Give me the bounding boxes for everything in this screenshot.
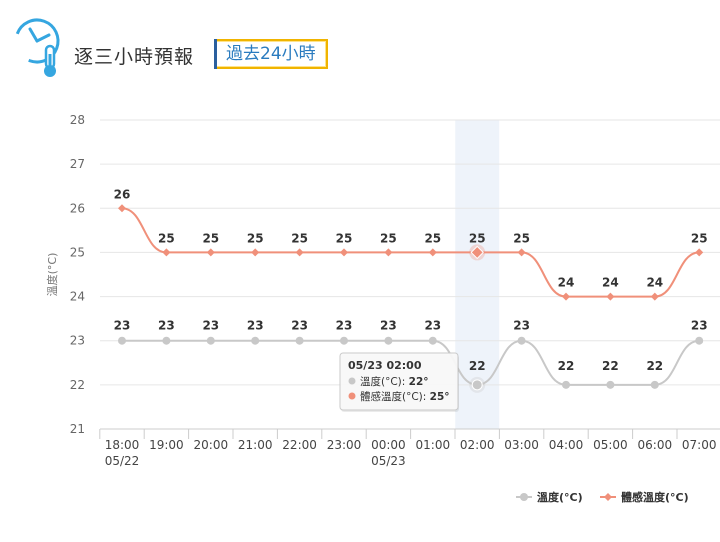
data-point (251, 248, 260, 257)
data-point (470, 245, 484, 260)
data-label: 24 (646, 276, 663, 290)
data-point (517, 336, 526, 345)
data-point (340, 248, 348, 257)
y-tick-label: 23 (70, 334, 85, 348)
legend-marker (520, 493, 528, 501)
x-tick-label: 04:00 (549, 438, 584, 452)
y-tick-label: 26 (70, 201, 85, 215)
data-point (517, 248, 526, 257)
data-label: 25 (513, 231, 530, 245)
x-tick-label: 03:00 (504, 438, 539, 452)
data-point (695, 336, 704, 345)
header: 逐三小時預報 過去24小時 (0, 0, 720, 100)
data-point (606, 292, 615, 301)
data-point (206, 248, 215, 257)
tooltip-row: 體感溫度(°C): 25° (360, 390, 450, 403)
data-label: 25 (158, 231, 175, 245)
data-label: 25 (380, 231, 397, 245)
x-tick-label: 23:00 (327, 438, 362, 452)
data-label: 23 (336, 319, 353, 333)
x-tick-label: 05:00 (593, 438, 628, 452)
data-label: 25 (469, 231, 486, 245)
data-point (650, 380, 659, 389)
x-tick-label: 01:00 (416, 438, 451, 452)
x-tick-label: 06:00 (638, 438, 673, 452)
data-label: 25 (247, 231, 264, 245)
data-point (384, 336, 393, 345)
page-title: 逐三小時預報 (74, 46, 195, 68)
tooltip-marker (348, 392, 356, 400)
data-point (118, 336, 126, 345)
data-label: 24 (558, 276, 575, 290)
data-label: 22 (602, 359, 619, 373)
data-point (650, 292, 659, 301)
data-label: 23 (291, 319, 308, 333)
data-point (295, 336, 304, 345)
data-label: 26 (114, 187, 131, 201)
tooltip-title: 05/23 02:00 (348, 359, 422, 372)
y-tick-label: 28 (70, 113, 85, 127)
data-label: 23 (691, 319, 708, 333)
data-point (606, 380, 615, 389)
data-label: 25 (202, 231, 219, 245)
tooltip-row: 溫度(°C): 22° (360, 375, 429, 388)
data-point (162, 336, 171, 345)
y-tick-label: 27 (70, 157, 85, 171)
data-label: 23 (158, 319, 175, 333)
data-label: 25 (424, 231, 441, 245)
data-label: 23 (247, 319, 264, 333)
x-tick-sublabel: 05/23 (371, 454, 406, 468)
y-tick-label: 25 (70, 245, 85, 259)
y-axis-title: 溫度(°C) (45, 253, 59, 297)
data-point (562, 380, 570, 389)
y-tick-label: 21 (70, 422, 85, 436)
x-tick-label: 20:00 (194, 438, 229, 452)
tooltip-box (339, 352, 459, 411)
data-label: 24 (602, 276, 619, 290)
clock-thermometer-icon (14, 18, 60, 77)
data-label: 23 (424, 319, 441, 333)
data-label: 22 (558, 359, 575, 373)
data-label: 25 (336, 231, 353, 245)
x-tick-label: 18:00 (105, 438, 140, 452)
data-label: 25 (691, 231, 708, 245)
plot-area: 21 22 23 24 25 26 27 28 18:00 05/22 19:00 20:00 21:0… (45, 113, 720, 504)
data-point (562, 292, 570, 301)
y-tick-label: 24 (70, 290, 85, 304)
data-point (428, 248, 437, 257)
y-tick-label: 22 (70, 378, 85, 392)
data-label: 23 (513, 319, 530, 333)
data-label: 25 (291, 231, 308, 245)
data-label: 22 (469, 359, 486, 373)
data-point (428, 336, 437, 345)
x-tick-label: 19:00 (149, 438, 184, 452)
x-tick-label: 22:00 (282, 438, 317, 452)
legend-item[interactable]: 溫度(°C) (537, 490, 583, 504)
x-tick-sublabel: 05/22 (105, 454, 140, 468)
data-point (340, 336, 348, 345)
x-tick-label: 00:00 (371, 438, 406, 452)
data-point (206, 336, 215, 345)
legend-item[interactable]: 體感溫度(°C) (621, 490, 689, 504)
data-point (162, 248, 171, 257)
data-point (295, 248, 304, 257)
data-point (118, 204, 126, 213)
data-point (384, 248, 393, 257)
tooltip-marker (348, 377, 356, 385)
legend-marker (604, 493, 612, 501)
x-tick-label: 07:00 (682, 438, 717, 452)
data-label: 22 (646, 359, 663, 373)
data-point (695, 248, 704, 257)
data-label: 23 (380, 319, 397, 333)
x-tick-label: 02:00 (460, 438, 495, 452)
data-point (251, 336, 260, 345)
data-point (471, 379, 483, 391)
data-label: 23 (202, 319, 219, 333)
past-24-hours-tab[interactable]: 過去24小時 (214, 39, 328, 69)
data-label: 23 (114, 319, 131, 333)
x-tick-label: 21:00 (238, 438, 273, 452)
